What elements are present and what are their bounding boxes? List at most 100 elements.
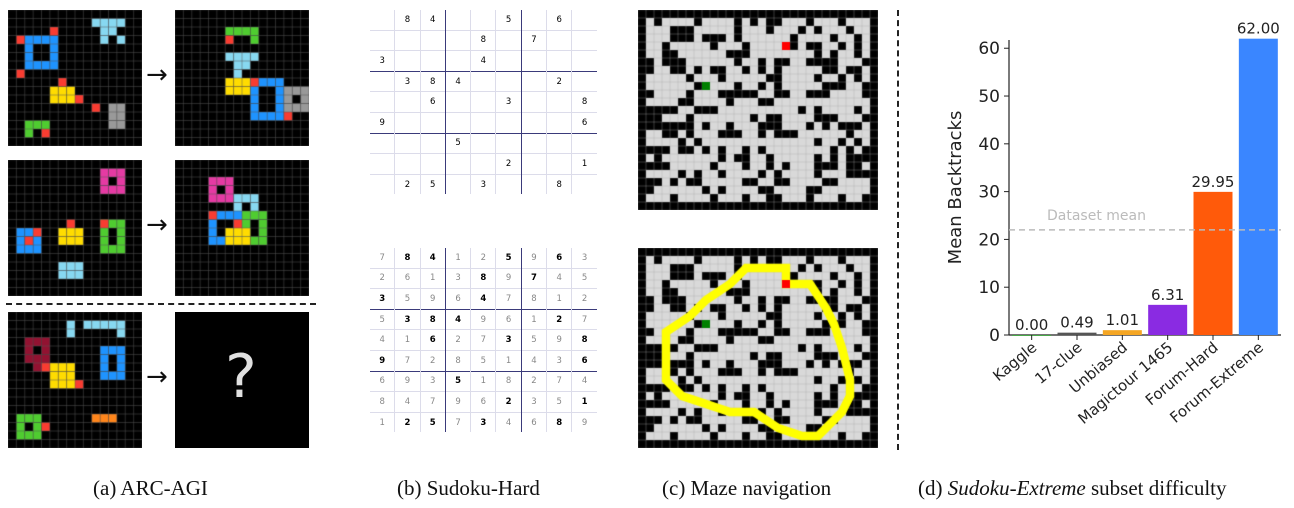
sudoku-cell: 2	[394, 173, 421, 195]
bar-value-label: 1.01	[1106, 311, 1139, 329]
bar	[1193, 191, 1233, 335]
sudoku-cell: 5	[495, 10, 522, 31]
sudoku-cell: 6	[546, 10, 572, 31]
sudoku-cell: 4	[546, 267, 572, 289]
sudoku-cell	[444, 10, 471, 31]
caption-a: (a) ARC-AGI	[93, 476, 208, 500]
sudoku-cell: 2	[546, 308, 572, 330]
sudoku-cell	[546, 91, 572, 113]
sudoku-cell: 7	[379, 252, 385, 263]
sudoku-cell	[546, 50, 572, 72]
sudoku-cell: 6	[470, 391, 496, 413]
y-tick-label: 60	[978, 39, 1000, 59]
y-tick-label: 10	[978, 278, 1000, 298]
sudoku-cell: 3	[546, 349, 572, 372]
caption-d-suffix: subset difficulty	[1085, 476, 1227, 500]
sudoku-cell: 3	[495, 91, 522, 113]
sudoku-cell: 7	[394, 349, 421, 372]
sudoku-cell: 9	[370, 111, 395, 134]
sudoku-cell: 7	[495, 288, 522, 310]
sudoku-cell: 5	[444, 132, 471, 154]
y-tick-label: 40	[978, 135, 1000, 155]
sudoku-cell	[520, 132, 547, 154]
sudoku-cell	[394, 132, 421, 154]
sudoku-cell: 3	[419, 370, 446, 392]
sudoku-cell	[419, 132, 446, 154]
bar	[1057, 332, 1097, 335]
bar	[1238, 38, 1278, 335]
bar-value-label: 0.00	[1015, 316, 1048, 334]
sudoku-cell: 1	[571, 153, 597, 175]
sudoku-cell	[370, 153, 395, 175]
bar	[1148, 304, 1188, 335]
sudoku-cell	[394, 111, 421, 134]
sudoku-cell: 2	[444, 329, 471, 351]
sudoku-cell	[495, 29, 522, 51]
sudoku-cell	[495, 111, 522, 134]
sudoku-cell: 2	[419, 349, 446, 372]
sudoku-cell: 9	[370, 349, 395, 372]
sudoku-cell: 1	[394, 329, 421, 351]
sudoku-cell: 8	[571, 91, 597, 113]
sudoku-cell: 6	[520, 411, 547, 433]
sudoku-cell: 6	[394, 267, 421, 289]
sudoku-cell: 2	[520, 370, 547, 392]
sudoku-cell	[495, 50, 522, 72]
sudoku-cell: 3	[520, 391, 547, 413]
sudoku-cell	[394, 153, 421, 175]
sudoku-cell: 5	[370, 308, 395, 330]
sudoku-cell	[546, 29, 572, 51]
sudoku-cell: 5	[444, 370, 471, 392]
sudoku-cell: 8	[419, 308, 446, 330]
train-test-divider	[6, 303, 316, 305]
sudoku-cell: 5	[470, 349, 496, 372]
sudoku-cell: 4	[470, 50, 496, 72]
sudoku-cell	[370, 29, 395, 51]
sudoku-cell: 5	[546, 391, 572, 413]
sudoku-cell: 7	[419, 391, 446, 413]
sudoku-cell: 6	[419, 91, 446, 113]
sudoku-cell: 6	[370, 370, 395, 392]
sudoku-cell: 2	[470, 248, 496, 269]
sudoku-cell: 6	[546, 248, 572, 269]
sudoku-cell: 3	[571, 248, 597, 269]
y-tick-label: 0	[989, 326, 1000, 346]
sudoku-cell: 6	[495, 308, 522, 330]
bar-value-label: 29.95	[1192, 173, 1235, 191]
sudoku-cell: 1	[520, 308, 547, 330]
sudoku-cell: 5	[419, 411, 446, 433]
caption-c: (c) Maze navigation	[662, 476, 832, 500]
sudoku-cell: 9	[495, 267, 522, 289]
sudoku-cell: 9	[546, 329, 572, 351]
dataset-mean-label: Dataset mean	[1047, 208, 1146, 224]
sudoku-cell: 8	[470, 267, 496, 289]
sudoku-cell	[470, 132, 496, 154]
sudoku-cell: 6	[419, 329, 446, 351]
sudoku-cell: 8	[546, 411, 572, 433]
sudoku-cell: 7	[444, 411, 471, 433]
arrow-icon: →	[146, 362, 168, 392]
arc-test-input	[8, 312, 142, 448]
sudoku-cell	[444, 173, 471, 195]
bar-value-label: 0.49	[1060, 314, 1093, 332]
y-tick-label: 50	[978, 87, 1000, 107]
sudoku-cell: 4	[419, 248, 446, 269]
sudoku-cell	[520, 173, 547, 195]
sudoku-cell: 4	[370, 329, 395, 351]
sudoku-cell: 1	[470, 370, 496, 392]
sudoku-cell: 5	[495, 248, 522, 269]
bar	[1102, 330, 1142, 335]
sudoku-cell: 1	[419, 267, 446, 289]
sudoku-cell: 1	[571, 391, 597, 413]
sudoku-cell: 9	[394, 370, 421, 392]
sudoku-cell: 3	[394, 70, 421, 92]
arc-example-1-output	[175, 10, 309, 146]
sudoku-cell: 8	[370, 391, 395, 413]
sudoku-cell: 2	[495, 391, 522, 413]
sudoku-cell	[370, 173, 395, 195]
sudoku-cell: 8	[571, 329, 597, 351]
sudoku-cell	[546, 153, 572, 175]
